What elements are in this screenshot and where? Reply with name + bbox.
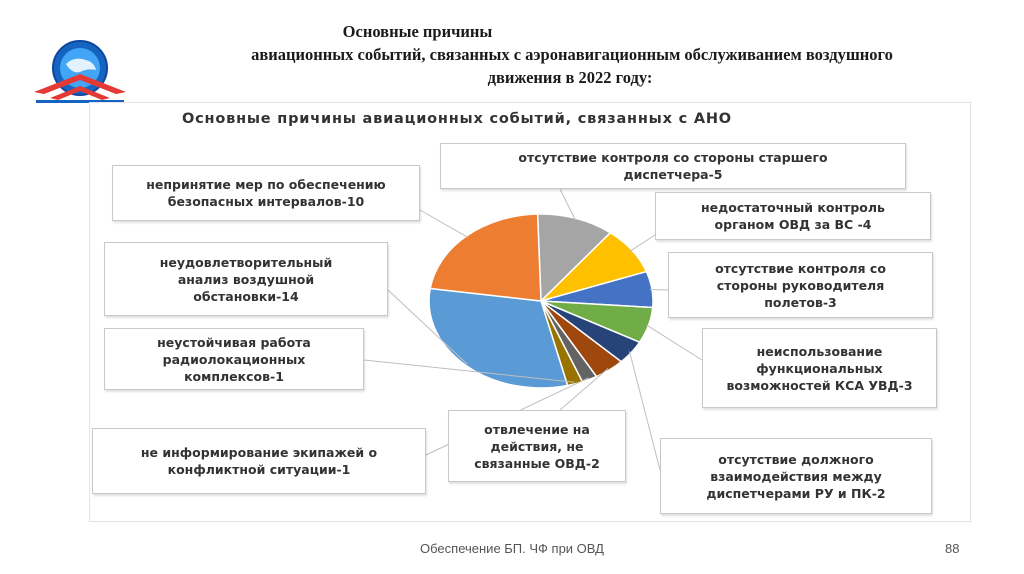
label-line: возможностей КСА УВД-3	[726, 377, 913, 393]
chart-title: Основные причины авиационных событий, св…	[182, 111, 732, 127]
leader-line	[387, 289, 468, 365]
label-ksa-uvd: неиспользование функциональных возможносте…	[702, 328, 937, 408]
leader-line	[559, 188, 576, 221]
gosniorpi-logo	[34, 40, 126, 103]
label-atc-control: недостаточный контроль органом ОВД за ВС …	[655, 192, 931, 240]
page-number: 88	[945, 541, 960, 556]
leader-line	[559, 368, 609, 411]
label-line: диспетчера-5	[623, 167, 723, 182]
leader-line	[629, 351, 661, 471]
label-line: функциональных	[756, 360, 883, 376]
label-line: конфликтной ситуации-1	[167, 462, 351, 477]
slide-title: Основные причины авиационных событий, св…	[140, 20, 1000, 89]
label-line: анализ воздушной	[177, 271, 315, 287]
label-line: отсутствие должного	[718, 451, 874, 467]
label-radar-unstable: неустойчивая работа радиолокационных компл…	[104, 328, 364, 390]
label-line: комплексов-1	[184, 368, 284, 384]
label-line: не информирование экипажей о	[140, 445, 378, 460]
label-line: непринятие мер по обеспечению	[146, 177, 386, 192]
leader-line	[649, 289, 669, 291]
slide-footer: Обеспечение БП. ЧФ при ОВД	[420, 541, 604, 556]
label-line: радиолокационных	[162, 351, 306, 367]
pie-slice	[429, 213, 542, 302]
label-ru-pk-interaction: отсутствие должного взаимодействия между д…	[660, 438, 932, 514]
label-line: отвлечение на	[484, 421, 590, 437]
label-line: диспетчерами РУ и ПК-2	[706, 485, 886, 501]
label-line: отсутствие контроля со	[715, 260, 886, 276]
leader-line	[363, 359, 575, 383]
label-line: полетов-3	[764, 294, 837, 310]
pie-slice	[536, 213, 612, 303]
leader-line	[629, 234, 656, 252]
label-line: связанные ОВД-2	[474, 455, 600, 471]
label-line: недостаточный контроль	[701, 200, 885, 215]
label-crew-not-informed: не информирование экипажей о конфликтной …	[92, 428, 426, 494]
slide-title-line-1: Основные причины	[342, 22, 493, 41]
label-line: неиспользование	[756, 343, 883, 359]
leader-line	[646, 324, 703, 361]
label-line: неудовлетворительный	[159, 254, 333, 270]
pie-slice	[428, 287, 569, 389]
label-distraction: отвлечение на действия, не связанные ОВД-2	[448, 410, 626, 482]
label-line: обстановки-14	[193, 288, 299, 304]
label-line: отсутствие контроля со стороны старшего	[518, 150, 828, 165]
label-line: стороны руководителя	[716, 277, 885, 293]
slide-title-line-3: движения в 2022 году:	[487, 68, 653, 87]
label-line: безопасных интервалов-10	[167, 194, 365, 209]
label-senior-controller: отсутствие контроля со стороны старшего д…	[440, 143, 906, 189]
leader-line	[419, 209, 469, 238]
label-line: действия, не	[490, 438, 584, 454]
label-line: неустойчивая работа	[157, 334, 311, 350]
label-line: органом ОВД за ВС -4	[714, 217, 872, 232]
label-airspace-analysis: неудовлетворительный анализ воздушной обст…	[104, 242, 388, 316]
label-flight-director: отсутствие контроля со стороны руководите…	[668, 252, 933, 318]
label-safe-intervals: непринятие мер по обеспечению безопасных …	[112, 165, 420, 221]
label-line: взаимодействия между	[710, 468, 882, 484]
slide-title-line-2: авиационных событий, связанных с аэронав…	[251, 45, 893, 64]
